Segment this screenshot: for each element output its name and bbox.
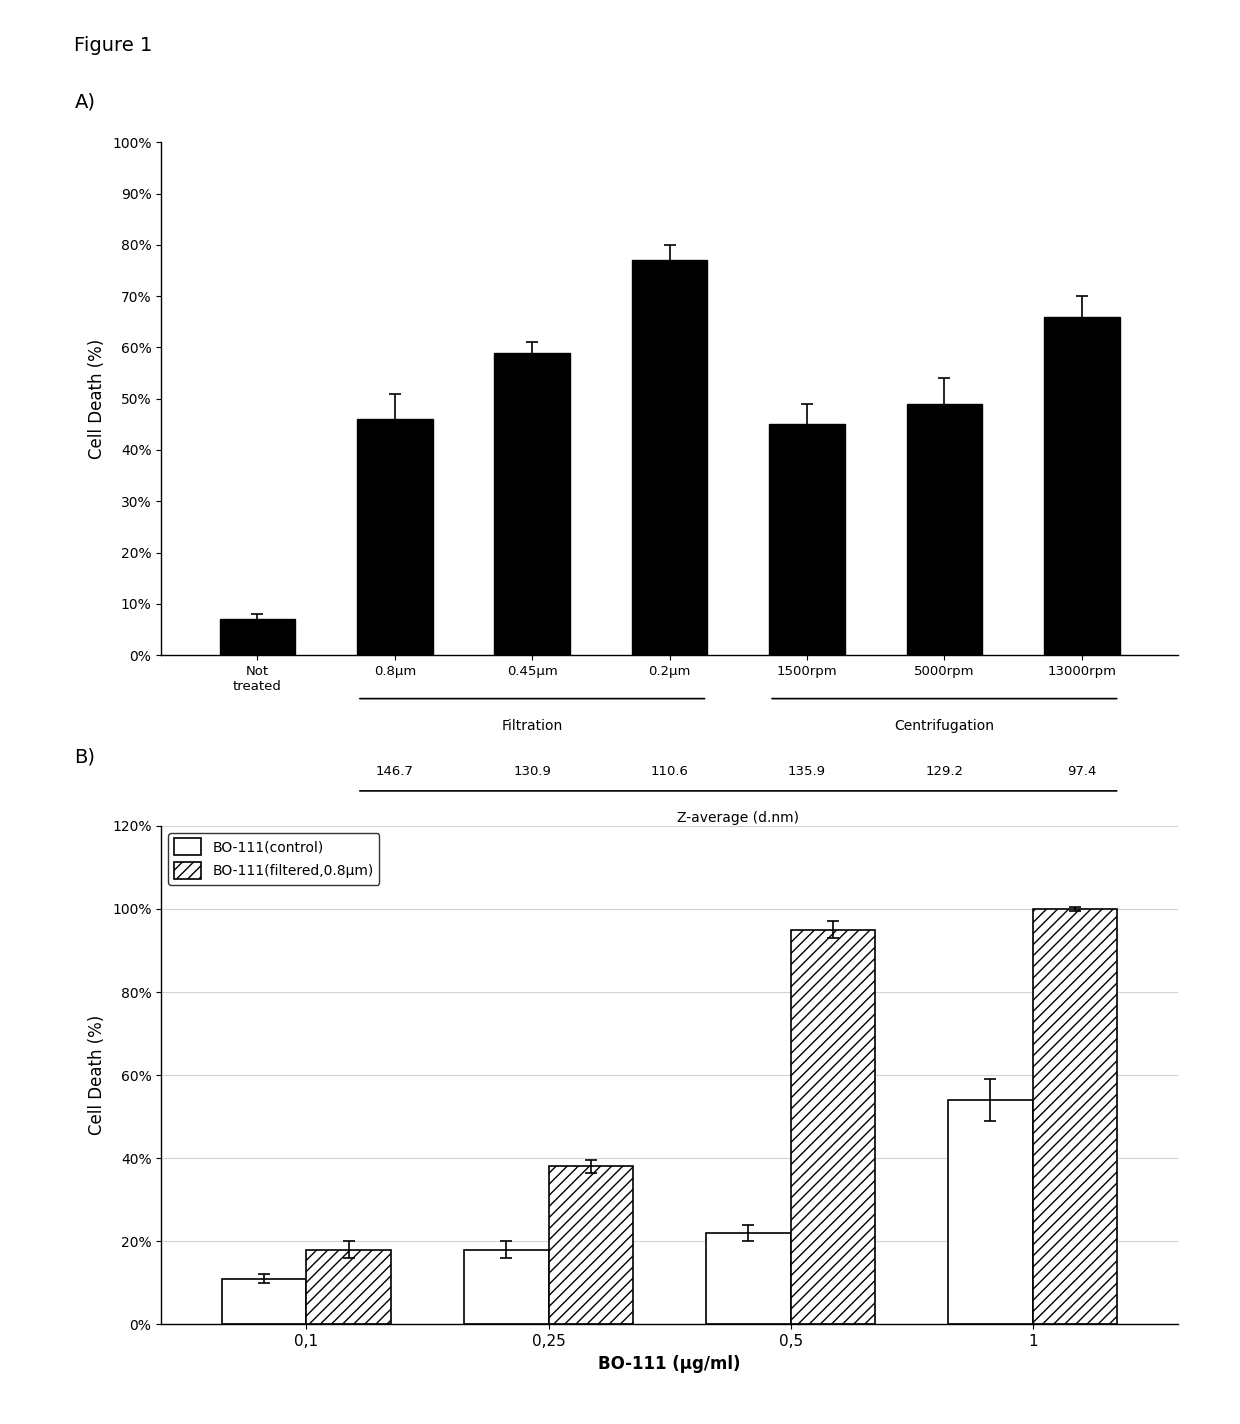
Y-axis label: Cell Death (%): Cell Death (%) (88, 339, 107, 459)
Bar (906, 404, 982, 655)
Bar (222, 1279, 306, 1324)
Text: 146.7: 146.7 (376, 765, 414, 779)
Legend: BO-111(control), BO-111(filtered,0.8μm): BO-111(control), BO-111(filtered,0.8μm) (169, 833, 379, 884)
Text: 110.6: 110.6 (651, 765, 688, 779)
Bar (706, 1233, 791, 1324)
Text: 97.4: 97.4 (1068, 765, 1096, 779)
Text: 130.9: 130.9 (513, 765, 551, 779)
Bar (1044, 316, 1120, 655)
Bar (949, 1099, 1033, 1324)
Bar (357, 419, 433, 655)
Y-axis label: Cell Death (%): Cell Death (%) (88, 1015, 107, 1135)
Text: Figure 1: Figure 1 (74, 36, 153, 54)
Text: A): A) (74, 93, 95, 111)
Bar (632, 261, 707, 655)
Bar (219, 619, 295, 655)
Text: B): B) (74, 748, 95, 766)
Text: 135.9: 135.9 (787, 765, 826, 779)
X-axis label: BO-111 (μg/ml): BO-111 (μg/ml) (599, 1354, 740, 1373)
Bar (791, 930, 875, 1324)
Bar (548, 1166, 634, 1324)
Text: 129.2: 129.2 (925, 765, 963, 779)
Bar (464, 1250, 548, 1324)
Bar (306, 1250, 391, 1324)
Bar (769, 424, 844, 655)
Bar (495, 353, 570, 655)
Text: Z-average (d.nm): Z-average (d.nm) (677, 812, 800, 826)
Bar (1033, 909, 1117, 1324)
Text: Centrifugation: Centrifugation (894, 719, 994, 733)
Text: Filtration: Filtration (501, 719, 563, 733)
